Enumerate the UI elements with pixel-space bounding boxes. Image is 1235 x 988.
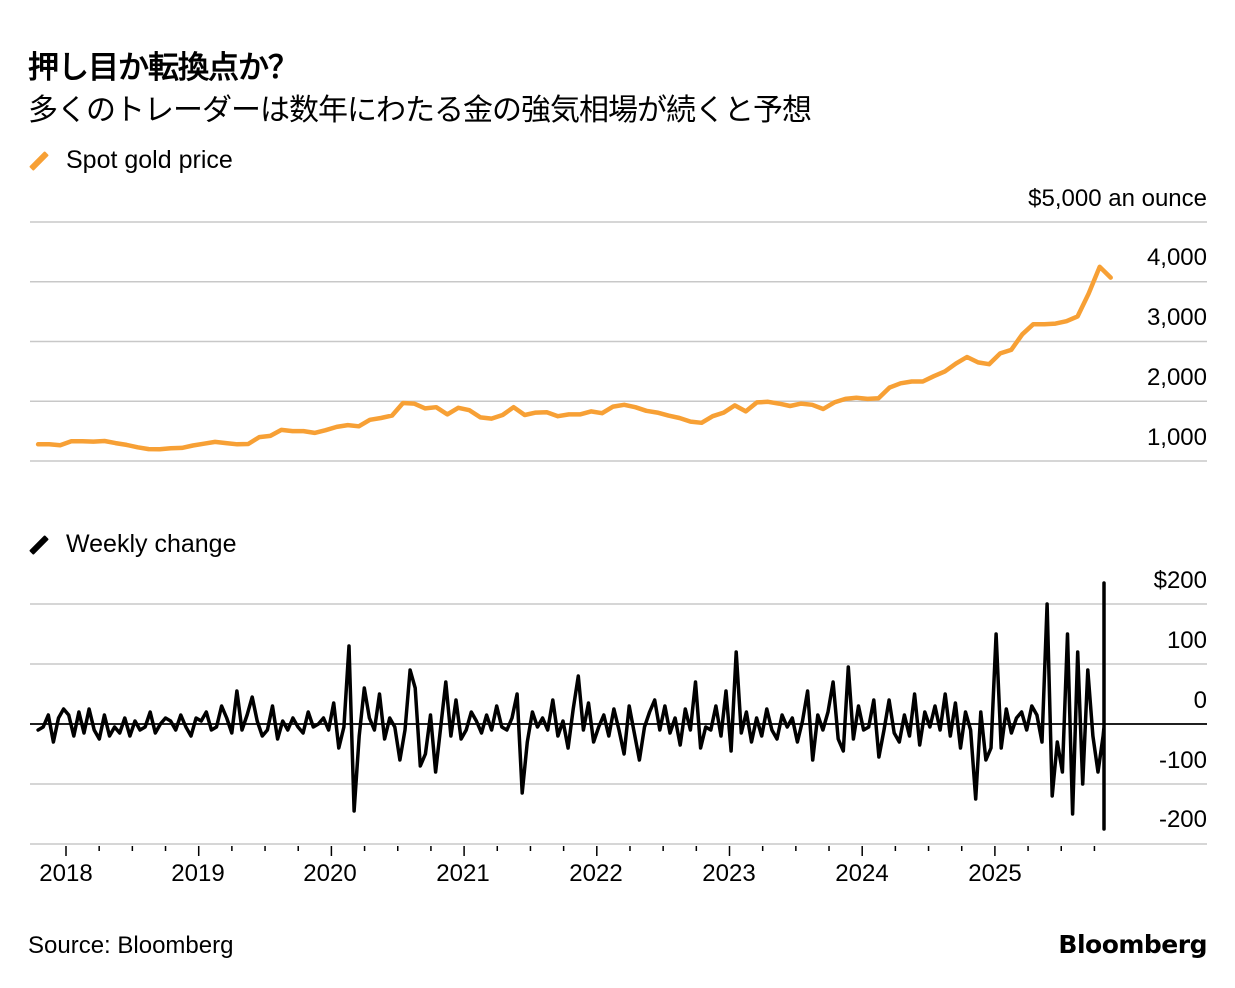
legend-label-change: Weekly change (66, 530, 237, 558)
y-tick-minus-100: -100 (1158, 747, 1207, 774)
y-tick-1000: 1,000 (1146, 424, 1207, 451)
legend-spot-gold: Spot gold price (29, 146, 233, 175)
gold-price-line (35, 264, 1113, 452)
x-tick-2018: 2018 (39, 860, 93, 887)
y-unit-label: $5,000 an ounce (1028, 185, 1207, 212)
legend-label-gold: Spot gold price (66, 146, 233, 174)
y-tick-0: 0 (1193, 687, 1207, 714)
source-note: Source: Bloomberg (28, 932, 234, 959)
x-tick-2021: 2021 (436, 860, 490, 887)
chart-subtitle: 多くのトレーダーは数年にわたる金の強気相場が続くと予想 (28, 93, 812, 128)
x-tick-2025: 2025 (968, 860, 1022, 887)
bloomberg-logo: Bloomberg (1058, 930, 1207, 959)
y-tick-100: 100 (1166, 627, 1207, 654)
y-tick-minus-200: -200 (1158, 806, 1207, 833)
legend-weekly-change: Weekly change (29, 530, 237, 559)
y-tick-4000: 4,000 (1146, 244, 1207, 271)
x-tick-2020: 2020 (303, 860, 357, 887)
chart-title: 押し目か転換点か？ (28, 50, 299, 86)
x-tick-2022: 2022 (569, 860, 623, 887)
x-tick-2024: 2024 (835, 860, 889, 887)
y-tick-2000: 2,000 (1146, 364, 1207, 391)
x-tick-2023: 2023 (702, 860, 756, 887)
y-tick-3000: 3,000 (1146, 304, 1207, 331)
weekly-change-line (36, 581, 1106, 831)
x-tick-2019: 2019 (171, 860, 225, 887)
y-tick-200: $200 (1153, 567, 1207, 594)
